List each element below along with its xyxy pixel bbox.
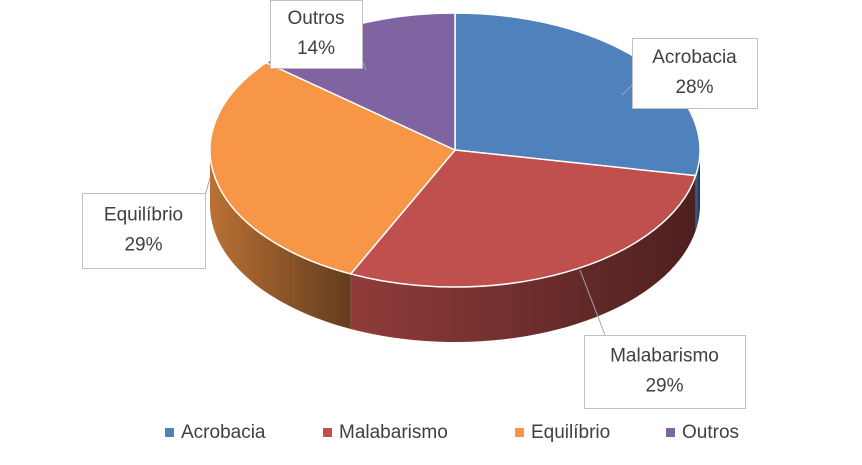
slice-side bbox=[350, 175, 696, 342]
label-box bbox=[82, 193, 206, 269]
data-label: 28% bbox=[675, 77, 713, 98]
label-box bbox=[632, 38, 758, 109]
legend-label: Equilíbrio bbox=[531, 422, 610, 443]
legend-label: Outros bbox=[682, 422, 739, 443]
slice bbox=[349, 149, 697, 288]
label-box bbox=[584, 335, 746, 409]
legend-swatch bbox=[666, 428, 675, 437]
label-category: Acrobacia bbox=[652, 47, 737, 68]
data-label: 29% bbox=[124, 235, 162, 256]
label-category: Equilíbrio bbox=[104, 205, 183, 226]
slice-side bbox=[210, 150, 351, 329]
leader-line bbox=[579, 269, 606, 336]
legend-swatch bbox=[323, 428, 332, 437]
slice bbox=[209, 61, 457, 275]
data-label: 14% bbox=[297, 38, 335, 59]
label-box bbox=[270, 0, 363, 69]
legend-label: Malabarismo bbox=[339, 422, 448, 443]
legend-label: Acrobacia bbox=[181, 422, 266, 443]
slice-side bbox=[695, 150, 700, 231]
label-category: Outros bbox=[287, 8, 344, 29]
data-label: 29% bbox=[645, 376, 683, 397]
leader-line bbox=[621, 84, 633, 96]
legend-swatch bbox=[165, 428, 174, 437]
label-category: Malabarismo bbox=[610, 346, 719, 367]
legend-swatch bbox=[515, 428, 524, 437]
